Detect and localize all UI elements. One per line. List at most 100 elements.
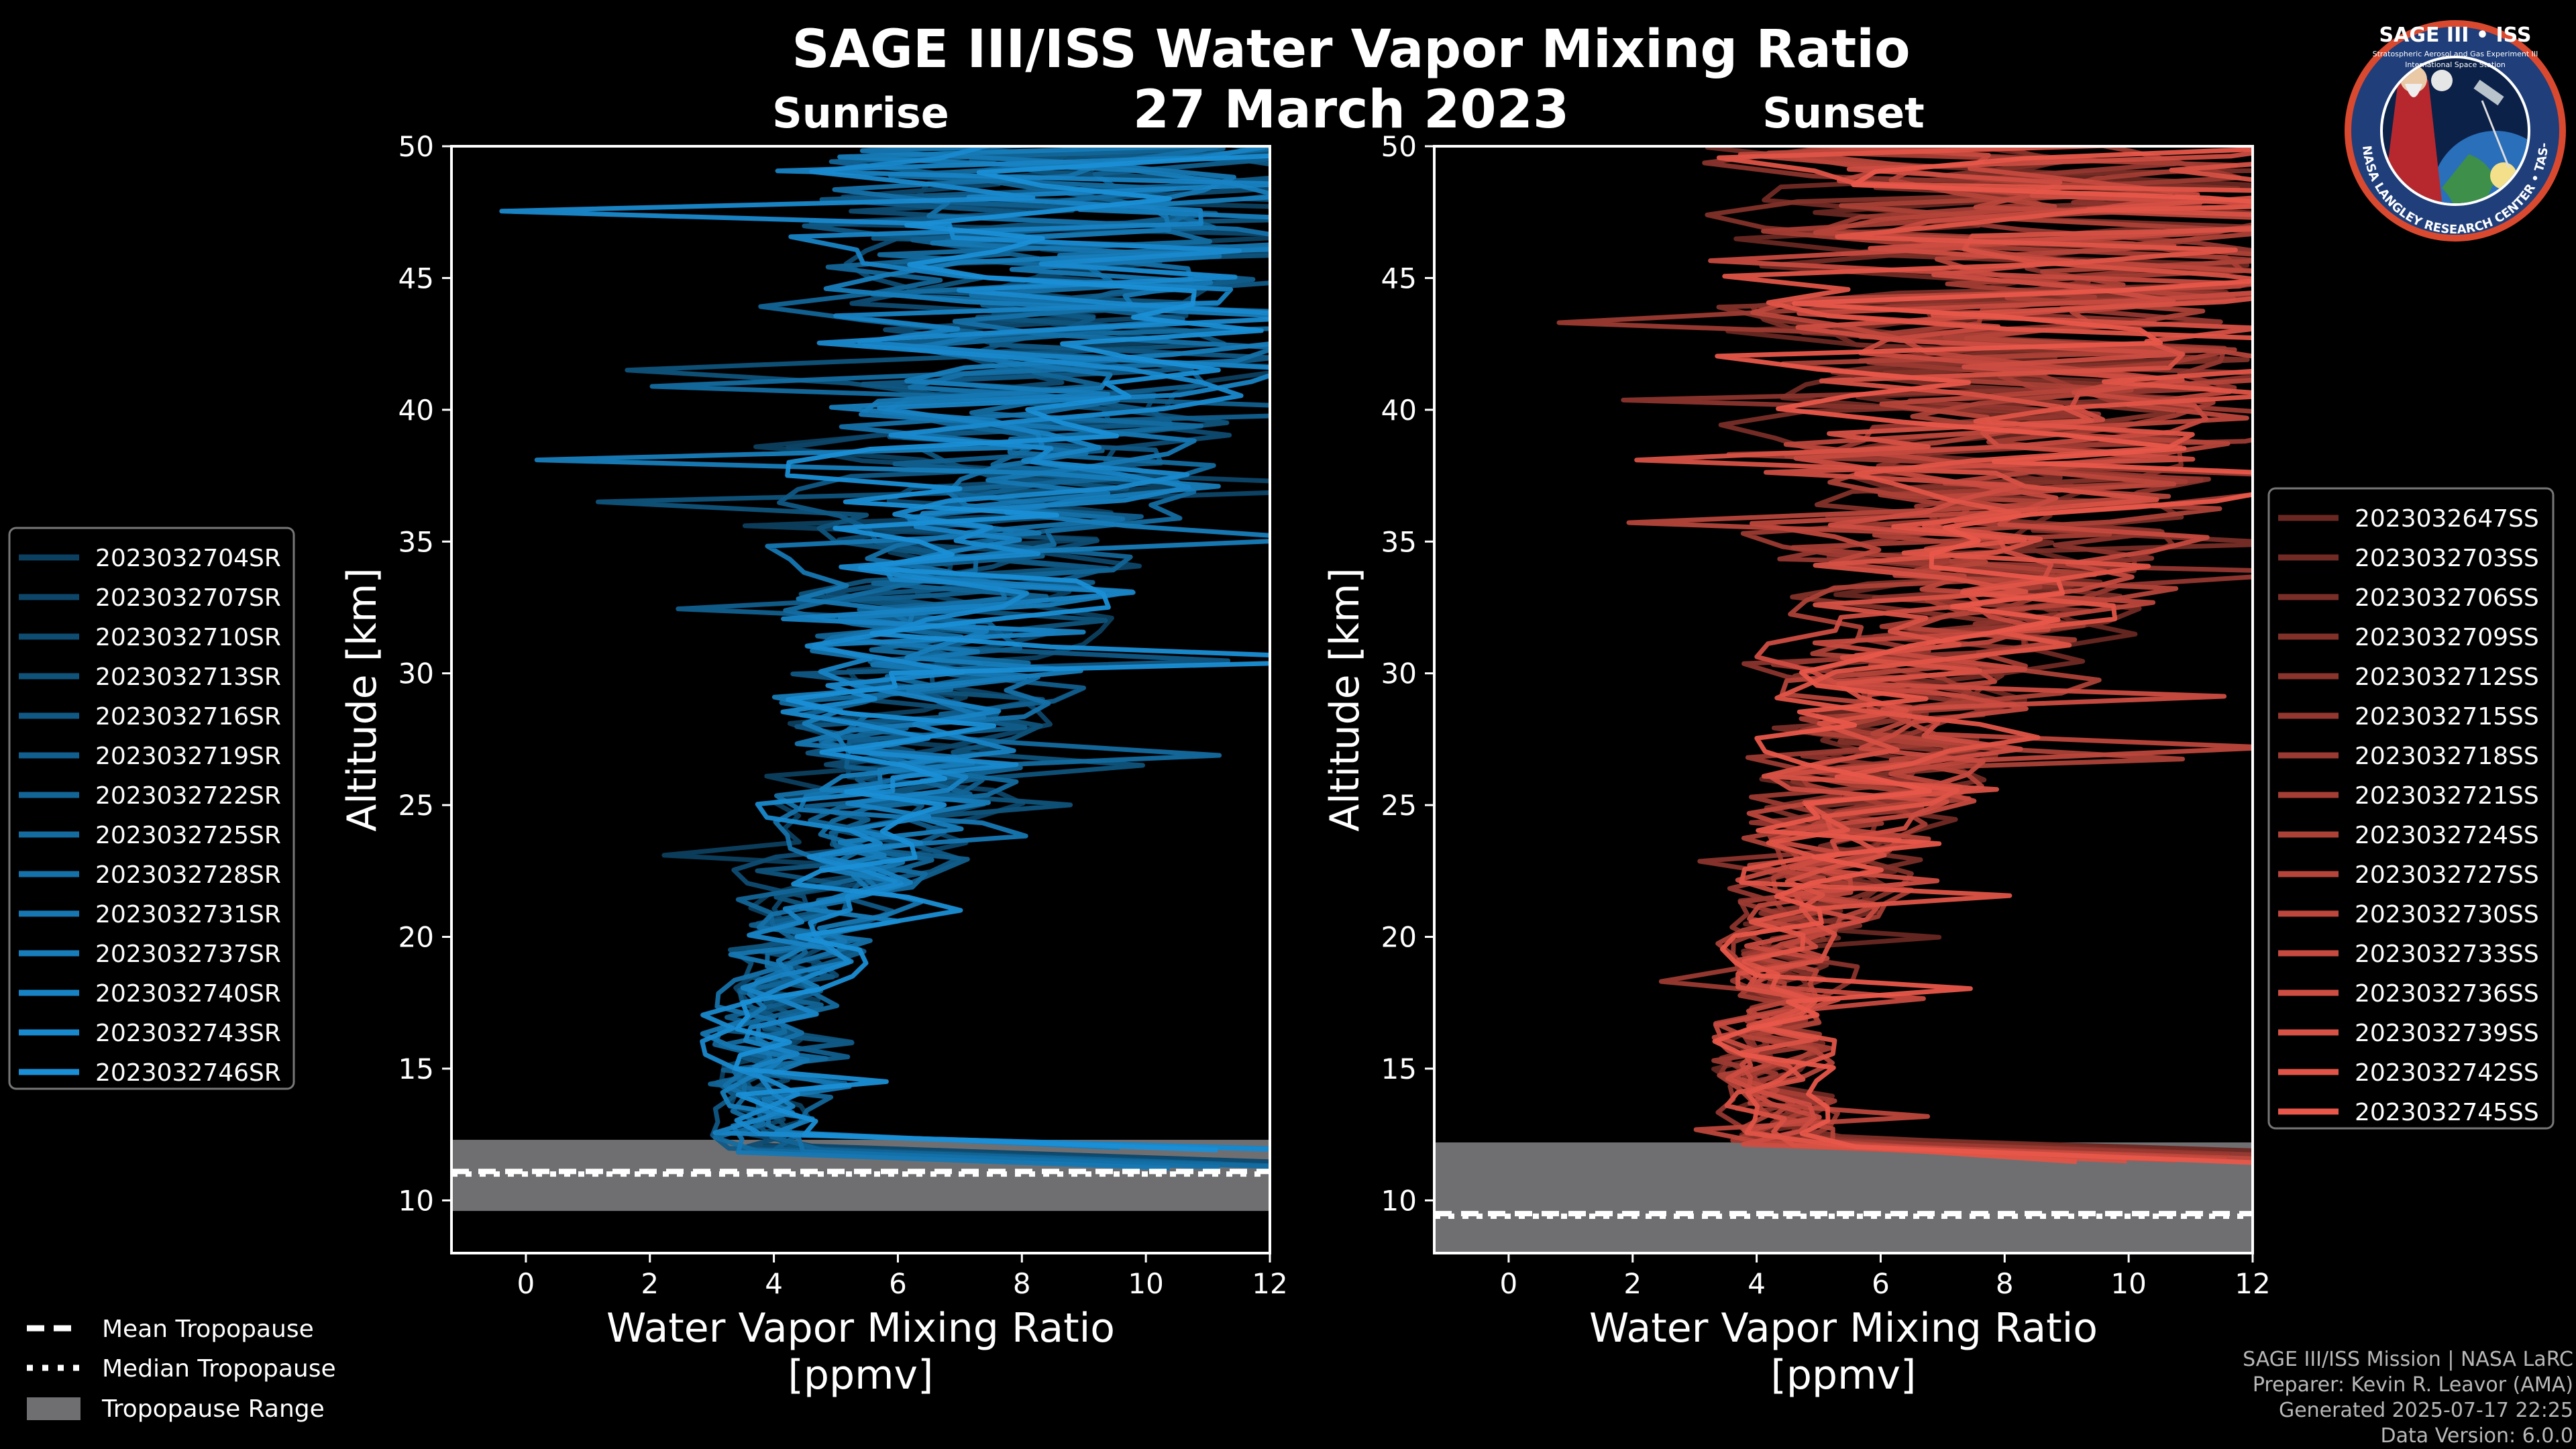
sunrise-ytick-label: 15 [398, 1053, 434, 1085]
sunrise-legend-label-2023032716SR: 2023032716SR [95, 703, 281, 731]
tropopause-range-swatch [27, 1397, 80, 1420]
sunset-ytick-label: 45 [1381, 262, 1417, 294]
sunset-axes-frame [1433, 145, 2254, 1254]
sunrise-legend-label-2023032728SR: 2023032728SR [95, 861, 281, 889]
sunset-xtick-label: 6 [1872, 1267, 1890, 1300]
sunrise-ytick-label: 30 [398, 657, 434, 690]
sunrise-legend-label-2023032746SR: 2023032746SR [95, 1059, 281, 1087]
sunset-xtick-label: 4 [1748, 1267, 1766, 1300]
sunrise-axes-frame [450, 145, 1271, 1254]
sunset-legend: 2023032647SS 2023032703SS 2023032706SS 2023… [2267, 487, 2555, 1130]
sunrise-panel-title: Sunrise [772, 89, 949, 138]
sunrise-legend-label-2023032740SR: 2023032740SR [95, 980, 281, 1008]
sunset-ytick-label: 15 [1381, 1053, 1417, 1085]
sunrise-xtick-label: 6 [889, 1267, 907, 1300]
sunset-legend-label-2023032721SS: 2023032721SS [2355, 782, 2539, 810]
sunset-legend-label-2023032712SS: 2023032712SS [2355, 663, 2539, 691]
sunset-ylabel: Altitude [km] [1322, 568, 1368, 832]
badge-line1: Stratospheric Aerosol and Gas Experiment… [2373, 50, 2538, 58]
badge-name: SAGE III • ISS [2379, 23, 2532, 47]
sunset-legend-label-2023032647SS: 2023032647SS [2355, 505, 2539, 533]
badge-continent-icon [2442, 154, 2496, 203]
sunset-profile-2023032745SS [1712, 147, 2253, 1165]
sunset-ytick-label: 35 [1381, 525, 1417, 558]
sunrise-panel: 0 2 4 6 8 10 12 10 15 20 25 30 35 40 45 50 Water Vapor … [339, 130, 1288, 1399]
sunrise-xtick-label: 8 [1013, 1267, 1031, 1300]
sunrise-legend-label-2023032743SR: 2023032743SR [95, 1020, 281, 1047]
credits-generated: Generated 2025-07-17 22:25 [2279, 1399, 2573, 1422]
sunrise-legend-label-2023032710SR: 2023032710SR [95, 624, 281, 651]
sunset-legend-label-2023032727SS: 2023032727SS [2355, 861, 2539, 889]
sunrise-xlabel-units: [ppmv] [788, 1352, 934, 1399]
badge-iss-icon [2473, 79, 2504, 106]
credits-preparer: Preparer: Kevin R. Leavor (AMA) [2253, 1373, 2573, 1397]
sunrise-xlabel: Water Vapor Mixing Ratio [606, 1305, 1115, 1352]
badge-moon-icon [2431, 70, 2453, 91]
sunset-ytick-label: 50 [1381, 130, 1417, 163]
sunrise-ytick-label: 45 [398, 262, 434, 294]
figure-title: SAGE III/ISS Water Vapor Mixing Ratio [792, 19, 1910, 80]
sunrise-legend-label-2023032707SR: 2023032707SR [95, 584, 281, 612]
credits-block: SAGE III/ISS Mission | NASA LaRC Prepare… [2243, 1348, 2573, 1448]
sunrise-legend-label-2023032731SR: 2023032731SR [95, 901, 281, 928]
sunset-legend-label-2023032724SS: 2023032724SS [2355, 822, 2539, 849]
sunrise-xtick-label: 4 [765, 1267, 783, 1300]
sunset-legend-label-2023032730SS: 2023032730SS [2355, 901, 2539, 928]
sunset-legend-label-2023032715SS: 2023032715SS [2355, 703, 2539, 731]
sunrise-legend-label-2023032737SR: 2023032737SR [95, 941, 281, 968]
sunrise-ytick-label: 50 [398, 130, 434, 163]
sunset-xlabel: Water Vapor Mixing Ratio [1589, 1305, 2098, 1352]
median-tropopause-label: Median Tropopause [102, 1355, 336, 1383]
sunset-profile-2023032739SS [1634, 162, 2253, 1164]
sunset-legend-label-2023032733SS: 2023032733SS [2355, 941, 2539, 968]
badge-line2: International Space Station [2405, 60, 2506, 69]
sunset-legend-label-2023032709SS: 2023032709SS [2355, 624, 2539, 651]
sunset-profile-2023032742SS [1716, 146, 2253, 1165]
sunset-xtick-label: 8 [1996, 1267, 2014, 1300]
sunrise-ytick-label: 25 [398, 789, 434, 822]
sunset-ytick-label: 25 [1381, 789, 1417, 822]
sunset-legend-box [2267, 487, 2555, 1130]
sunrise-legend-label-2023032713SR: 2023032713SR [95, 663, 281, 691]
sunset-legend-label-2023032703SS: 2023032703SS [2355, 545, 2539, 572]
sunset-xtick-label: 10 [2110, 1267, 2146, 1300]
sunrise-ytick-label: 20 [398, 921, 434, 954]
sunset-legend-label-2023032718SS: 2023032718SS [2355, 743, 2539, 770]
credits-mission: SAGE III/ISS Mission | NASA LaRC [2243, 1348, 2573, 1371]
sunset-ytick-label: 40 [1381, 394, 1417, 427]
sunset-panel: 0 2 4 6 8 10 12 10 15 20 25 30 35 40 45 50 Water Vapor … [1322, 130, 2271, 1399]
sunset-xtick-label: 2 [1623, 1267, 1642, 1300]
sunrise-profiles [499, 146, 1270, 1171]
figure-date: 27 March 2023 [1133, 80, 1569, 140]
credits-version: Data Version: 6.0.0 [2381, 1424, 2573, 1448]
sunrise-legend-label-2023032725SR: 2023032725SR [95, 822, 281, 849]
sunset-profiles [1556, 146, 2253, 1165]
sunset-legend-label-2023032739SS: 2023032739SS [2355, 1020, 2539, 1047]
sunset-ytick-label: 10 [1381, 1184, 1417, 1217]
sunrise-xtick-label: 10 [1128, 1267, 1163, 1300]
sunset-legend-label-2023032736SS: 2023032736SS [2355, 980, 2539, 1008]
sunrise-legend-label-2023032722SR: 2023032722SR [95, 782, 281, 810]
mean-tropopause-label: Mean Tropopause [102, 1316, 314, 1343]
sunrise-xtick-label: 0 [517, 1267, 535, 1300]
sunrise-ytick-label: 35 [398, 525, 434, 558]
sunrise-legend: 2023032704SR 2023032707SR 2023032710SR 2023… [8, 527, 295, 1090]
sunset-legend-label-2023032742SS: 2023032742SS [2355, 1059, 2539, 1087]
sunrise-profile-2023032746SR [733, 153, 1270, 1152]
sunrise-legend-label-2023032704SR: 2023032704SR [95, 545, 281, 572]
sunrise-profile-2023032743SR [499, 146, 1270, 1152]
sunset-xlabel-units: [ppmv] [1771, 1352, 1917, 1399]
sunset-ytick-label: 30 [1381, 657, 1417, 690]
sunset-ytick-label: 20 [1381, 921, 1417, 954]
sunset-legend-label-2023032706SS: 2023032706SS [2355, 584, 2539, 612]
sunset-xtick-label: 0 [1500, 1267, 1518, 1300]
tropopause-range-label: Tropopause Range [101, 1395, 325, 1423]
sunrise-legend-label-2023032719SR: 2023032719SR [95, 743, 281, 770]
sunrise-xtick-label: 2 [641, 1267, 659, 1300]
sunset-profile-2023032733SS [1708, 146, 2253, 1162]
sunset-panel-title: Sunset [1762, 89, 1925, 138]
sunrise-ytick-label: 40 [398, 394, 434, 427]
sunrise-xtick-label: 12 [1252, 1267, 1287, 1300]
tropopause-legend: Mean Tropopause Median Tropopause Tropop… [27, 1316, 336, 1423]
